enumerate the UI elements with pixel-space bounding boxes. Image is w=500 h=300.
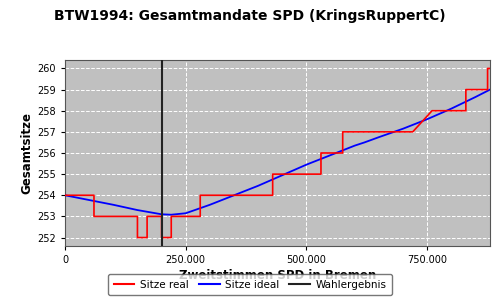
X-axis label: Zweitstimmen SPD in Bremen: Zweitstimmen SPD in Bremen <box>179 269 376 282</box>
Text: BTW1994: Gesamtmandate SPD (KringsRuppertC): BTW1994: Gesamtmandate SPD (KringsRupper… <box>54 9 446 23</box>
Legend: Sitze real, Sitze ideal, Wahlergebnis: Sitze real, Sitze ideal, Wahlergebnis <box>108 274 392 295</box>
Y-axis label: Gesamtsitze: Gesamtsitze <box>20 112 33 194</box>
